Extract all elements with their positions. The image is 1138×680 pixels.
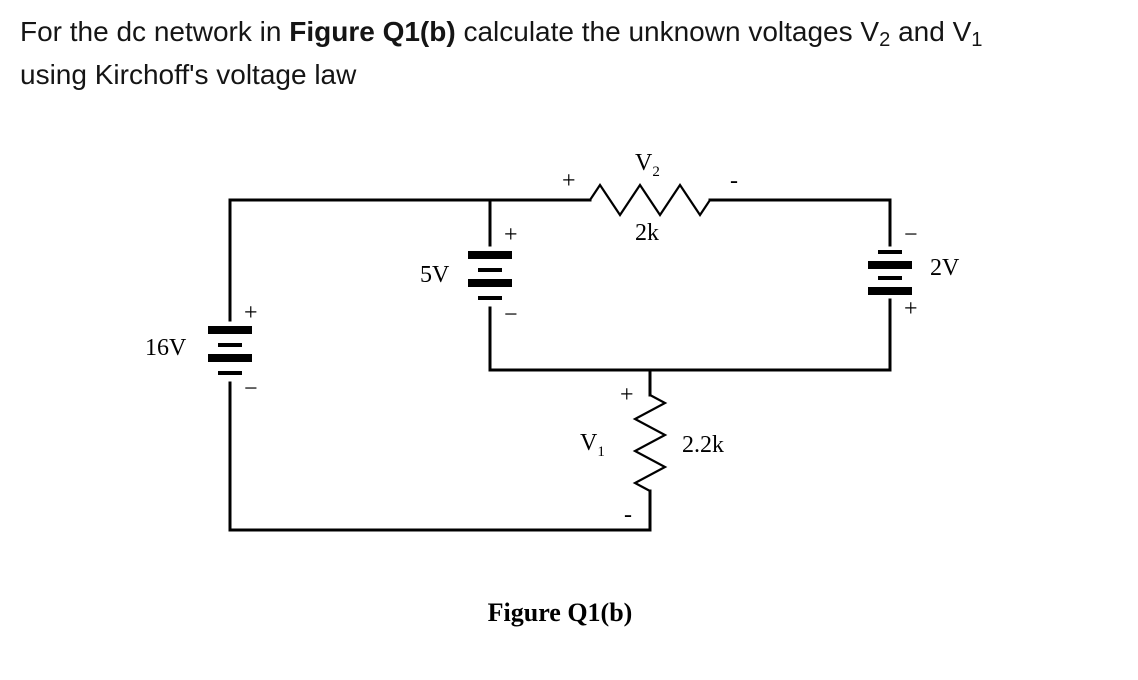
resistor-2p2k <box>635 395 665 491</box>
q-line2: using Kirchoff's voltage law <box>20 59 356 90</box>
source-2v-minus: − <box>904 222 918 248</box>
source-5v-plus: + <box>504 222 518 248</box>
r2k-value: 2k <box>635 220 659 246</box>
source-5v-label: 5V <box>420 262 450 288</box>
r22k-vlabel: V1 <box>580 430 605 460</box>
r2k-minus: - <box>730 168 738 194</box>
q-sub1: 2 <box>879 29 890 51</box>
circuit-svg: 16V + − 5V + − + - V2 2k <box>110 140 1010 570</box>
r22k-value: 2.2k <box>682 432 724 458</box>
figure-caption: Figure Q1(b) <box>110 598 1010 628</box>
q-mid: calculate the unknown voltages V <box>456 16 879 47</box>
r22k-plus: + <box>620 382 634 408</box>
q-and: and V <box>890 16 971 47</box>
source-2v-label: 2V <box>930 255 960 281</box>
source-16v-plus: + <box>244 300 258 326</box>
source-5v-minus: − <box>504 302 518 328</box>
source-16v-minus: − <box>244 376 258 402</box>
q-prefix: For the dc network in <box>20 16 289 47</box>
question-text: For the dc network in Figure Q1(b) calcu… <box>20 10 1118 97</box>
q-sub2: 1 <box>971 29 982 51</box>
r2k-plus: + <box>562 168 576 194</box>
source-16v-label: 16V <box>145 335 187 361</box>
circuit-figure: 16V + − 5V + − + - V2 2k <box>110 140 1010 640</box>
source-2v-plus: + <box>904 296 918 322</box>
r22k-minus: - <box>624 502 632 528</box>
resistor-2k <box>590 185 710 215</box>
q-figref: Figure Q1(b) <box>289 16 455 47</box>
r2k-vlabel: V2 <box>635 150 660 180</box>
